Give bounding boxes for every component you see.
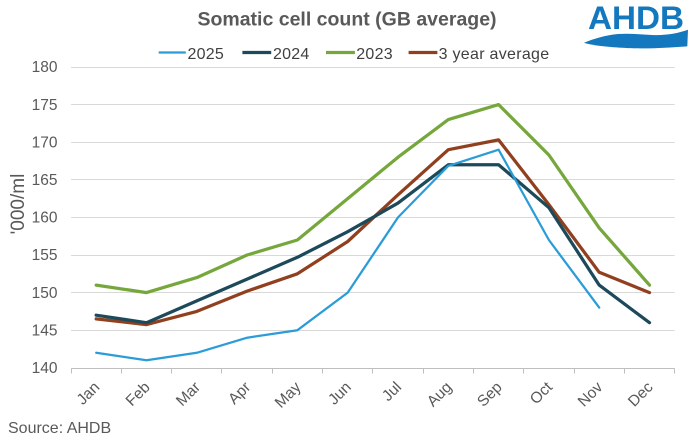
svg-text:165: 165 bbox=[32, 172, 58, 189]
svg-text:Nov: Nov bbox=[575, 379, 607, 411]
svg-text:175: 175 bbox=[32, 97, 58, 114]
svg-text:'000/ml: '000/ml bbox=[8, 174, 29, 235]
svg-text:150: 150 bbox=[32, 285, 58, 302]
svg-text:155: 155 bbox=[32, 247, 58, 264]
svg-text:3 year average: 3 year average bbox=[439, 46, 550, 63]
svg-text:170: 170 bbox=[32, 134, 58, 151]
svg-text:140: 140 bbox=[32, 360, 58, 377]
svg-text:Jan: Jan bbox=[74, 379, 104, 409]
svg-text:Jun: Jun bbox=[325, 379, 355, 409]
svg-text:Apr: Apr bbox=[225, 379, 254, 408]
svg-text:Source: AHDB: Source: AHDB bbox=[8, 420, 111, 437]
svg-text:Somatic cell count (GB average: Somatic cell count (GB average) bbox=[197, 9, 496, 31]
svg-text:Oct: Oct bbox=[527, 378, 557, 408]
svg-text:180: 180 bbox=[32, 59, 58, 76]
svg-text:Dec: Dec bbox=[625, 379, 657, 411]
svg-text:Mar: Mar bbox=[173, 379, 204, 410]
svg-text:Feb: Feb bbox=[123, 379, 154, 410]
svg-text:2023: 2023 bbox=[356, 46, 392, 63]
svg-text:160: 160 bbox=[32, 210, 58, 227]
svg-text:May: May bbox=[272, 379, 305, 412]
svg-text:Sep: Sep bbox=[474, 379, 506, 411]
svg-text:145: 145 bbox=[32, 322, 58, 339]
svg-text:2024: 2024 bbox=[273, 46, 309, 63]
svg-text:Jul: Jul bbox=[379, 379, 405, 405]
svg-text:AHDB: AHDB bbox=[588, 0, 684, 36]
svg-text:Aug: Aug bbox=[424, 379, 456, 411]
svg-text:2025: 2025 bbox=[188, 46, 224, 63]
